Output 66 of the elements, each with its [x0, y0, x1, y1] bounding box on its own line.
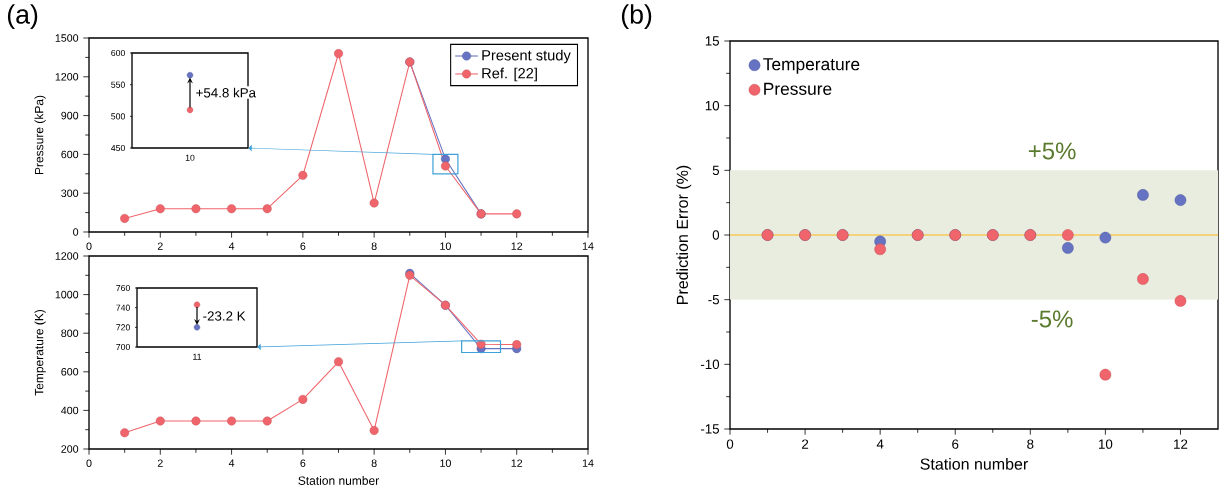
y-tick-label: 10 [705, 100, 720, 111]
y-tick-label: 600 [61, 368, 79, 376]
x-tick-label: 12 [511, 242, 523, 250]
x-tick-label: 0 [726, 439, 734, 449]
x-tick-label: 2 [802, 439, 809, 449]
y-tick-label: 200 [61, 445, 79, 453]
x-tick-label: 6 [952, 439, 959, 449]
y-tick-label: 1500 [55, 34, 79, 42]
legend-label: Temperature [763, 58, 860, 74]
y-tick-label: 550 [111, 81, 125, 88]
x-tick-label: 0 [86, 459, 92, 467]
legend-label: Present study [482, 49, 571, 64]
y-tick-label: -15 [700, 424, 720, 434]
legend-label: Ref. [22] [482, 67, 537, 82]
x-axis-title: Station number [920, 458, 1028, 470]
x-tick-label: 4 [228, 459, 235, 467]
x-tick-label: 2 [157, 242, 163, 250]
y-tick-label: -5 [708, 295, 720, 305]
x-tick-label: 4 [228, 242, 235, 250]
x-tick-label: 8 [371, 459, 377, 467]
y-tick-label: 300 [61, 189, 79, 197]
annotation: -23.2 K [203, 311, 246, 321]
x-tick-label: 4 [876, 439, 884, 449]
x-tick-label: 12 [511, 459, 523, 467]
x-tick-label: 10 [440, 242, 451, 250]
y-tick-label: 400 [61, 406, 79, 415]
chart-title: (a) [7, 4, 38, 30]
legend-label: Pressure [764, 82, 832, 95]
annotation: +54.8 kPa [196, 87, 257, 98]
annotation: -5% [1031, 310, 1073, 328]
x-tick-label: 14 [582, 459, 594, 467]
x-tick-label: 10 [440, 459, 451, 467]
x-tick-label: 14 [582, 242, 594, 250]
y-tick-label: 0 [712, 230, 720, 240]
y-tick-label: 0 [73, 228, 79, 236]
x-tick-label: 2 [157, 459, 163, 467]
y-tick-label: 740 [116, 304, 130, 311]
x-tick-label: 8 [1027, 439, 1034, 449]
x-tick-label: 0 [86, 242, 92, 250]
y-tick-label: 5 [712, 165, 720, 175]
y-tick-label: 760 [116, 284, 130, 292]
y-tick-label: 1200 [55, 252, 79, 260]
y-tick-label: -10 [700, 359, 720, 370]
y-tick-label: 720 [116, 324, 130, 331]
x-tick-label: 11 [193, 353, 202, 360]
x-tick-label: 8 [371, 242, 377, 250]
y-tick-label: 700 [116, 343, 130, 351]
x-axis-title: Station number [298, 476, 379, 485]
x-tick-label: 10 [1099, 439, 1113, 449]
x-tick-label: 6 [300, 242, 306, 250]
y-tick-label: 600 [61, 150, 79, 159]
y-tick-label: 600 [111, 49, 125, 57]
y-tick-label: 15 [705, 36, 720, 46]
y-tick-label: 900 [61, 111, 79, 120]
annotation: +5% [1028, 142, 1076, 160]
y-tick-label: 1200 [55, 73, 79, 81]
y-axis-title: Temperature (K) [34, 309, 46, 396]
y-tick-label: 450 [111, 144, 125, 152]
x-tick-label: 12 [1174, 439, 1188, 449]
x-tick-label: 6 [300, 459, 306, 467]
y-axis-title: Pressure (kPa) [34, 95, 46, 175]
y-axis-title: Prediction Error (%) [676, 165, 692, 304]
y-tick-label: 1000 [55, 290, 79, 299]
y-tick-label: 800 [61, 329, 79, 337]
chart-title: (b) [621, 4, 652, 30]
y-tick-label: 500 [111, 113, 125, 120]
